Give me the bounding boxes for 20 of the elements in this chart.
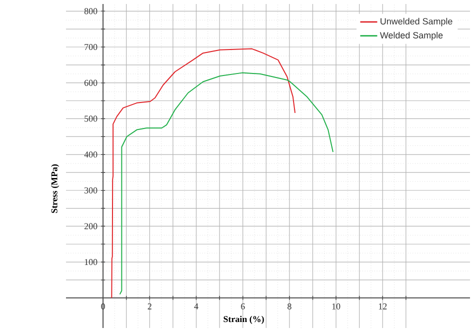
- y-tick-label: 300: [84, 187, 98, 194]
- line-series: [119, 72, 334, 295]
- y-axis-title: Stress (MPa): [51, 164, 60, 213]
- x-tick-label: 12: [378, 303, 387, 310]
- y-tick-label: 600: [84, 80, 98, 86]
- x-tick-label: 8: [288, 303, 292, 310]
- y-tick-label: 400: [84, 151, 98, 158]
- x-axis-title: Strain (%): [224, 316, 264, 324]
- x-tick-label: 2: [148, 303, 152, 310]
- y-tick-label: 100: [84, 259, 98, 266]
- y-tick-label: 200: [84, 223, 98, 230]
- legend-label: Welded Sample: [380, 32, 443, 40]
- x-tick-label: 4: [194, 303, 198, 310]
- line-series: [111, 48, 296, 298]
- y-tick-label: 500: [84, 116, 98, 122]
- legend-label: Unwelded Sample: [380, 18, 452, 26]
- y-tick-label: 700: [84, 44, 98, 50]
- y-tick-label: 800: [84, 8, 98, 14]
- x-tick-label: 6: [240, 303, 245, 310]
- x-tick-label: 10: [332, 303, 340, 310]
